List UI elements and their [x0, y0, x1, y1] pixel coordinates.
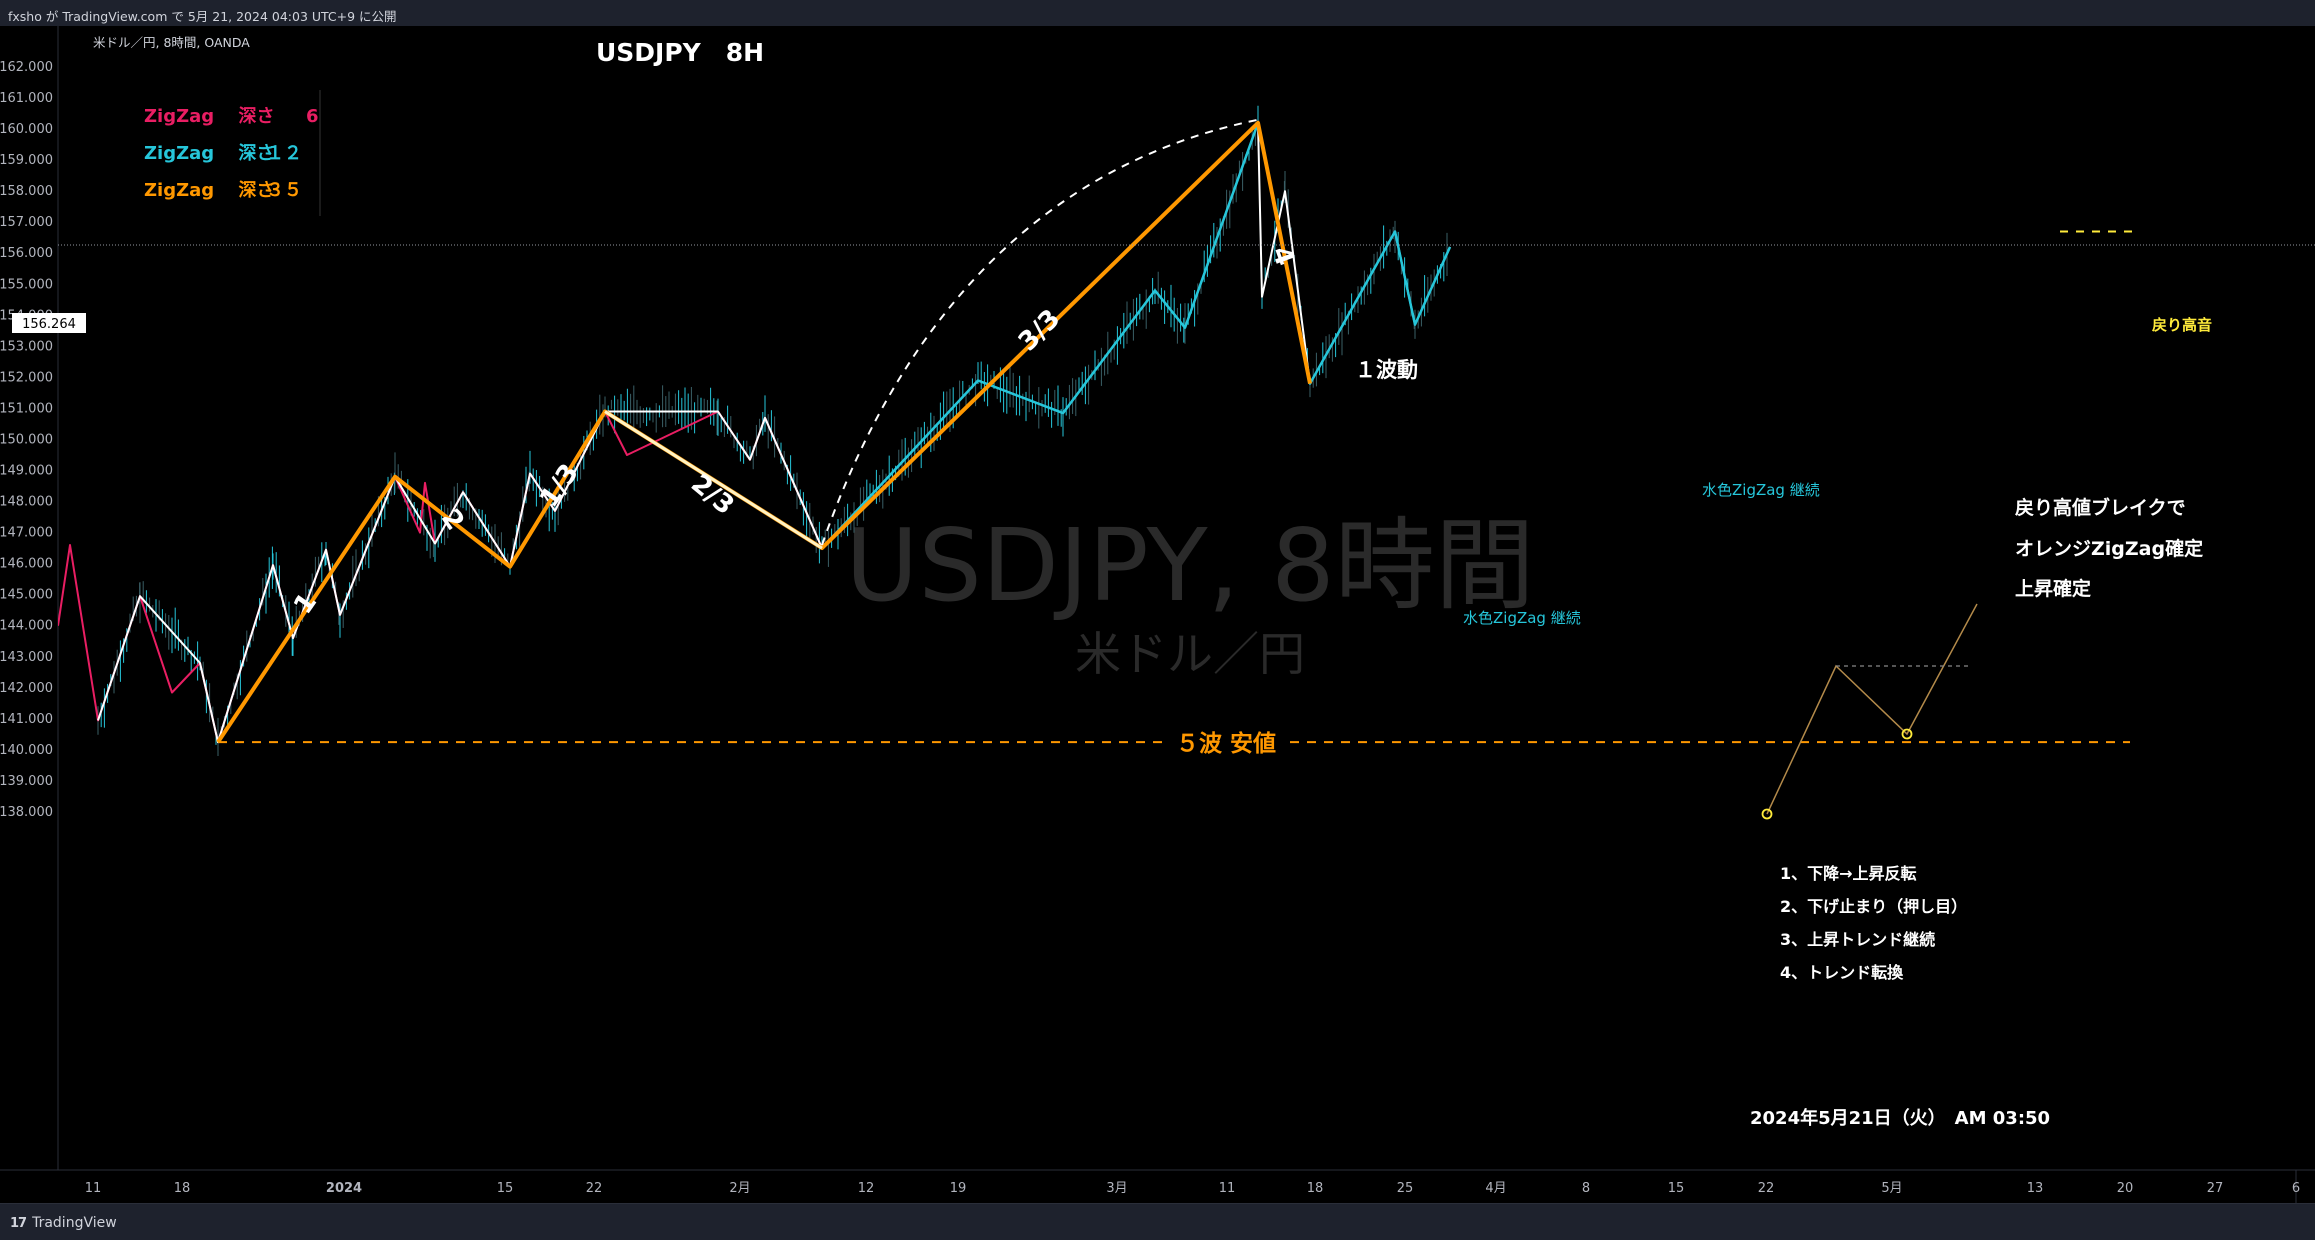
tradingview-logo[interactable]: 17 TradingView — [10, 1215, 117, 1231]
wave1-arc — [821, 118, 1259, 546]
current-price-label: 156.264 — [22, 317, 76, 332]
zigzag-35-line — [216, 120, 1312, 744]
legend-label: ZigZag — [144, 106, 214, 127]
wave5-low-label: ５波 安値 — [1176, 730, 1276, 757]
x-tick-label: 15 — [497, 1181, 514, 1196]
y-tick-label: 155.000 — [0, 277, 53, 292]
schematic-line — [1766, 603, 1978, 815]
x-tick-label: 5月 — [1881, 1181, 1902, 1196]
y-tick-label: 147.000 — [0, 526, 53, 541]
cyan-continue-label-2: 水色ZigZag 継続 — [1702, 481, 1820, 499]
legend-depth-label: 深さ — [238, 142, 274, 164]
x-tick-label: 8 — [1582, 1181, 1590, 1196]
x-tick-label: 11 — [85, 1181, 102, 1196]
break-note-2: オレンジZigZag確定 — [2015, 537, 2203, 560]
legend-zigzag-35: ZigZag 深さ ３５ — [144, 179, 302, 201]
legend-depth: ３５ — [266, 180, 302, 201]
legend-zigzag-12: ZigZag 深さ １２ — [144, 142, 302, 164]
x-tick-label: 4月 — [1485, 1181, 1506, 1196]
datetime-label: 2024年5月21日（火） AM 03:50 — [1750, 1107, 2050, 1129]
x-tick-label: 12 — [858, 1181, 875, 1196]
symbol-info: 米ドル／円, 8時間, OANDA — [93, 35, 250, 50]
publish-bar: fxsho が TradingView.com で 5月 21, 2024 04… — [0, 0, 2315, 26]
x-tick-label: 22 — [586, 1181, 603, 1196]
y-tick-label: 162.000 — [0, 60, 53, 75]
x-tick-label: 3月 — [1106, 1181, 1127, 1196]
x-tick-label: 18 — [1307, 1181, 1324, 1196]
wave-2-3-line — [604, 410, 823, 550]
x-tick-label: 13 — [2027, 1181, 2044, 1196]
legend-label: ZigZag — [144, 180, 214, 201]
wave1-label: １波動 — [1355, 358, 1418, 382]
return-high-label: 戻り高音 — [2151, 316, 2212, 334]
x-tick-label: 6 — [2292, 1181, 2300, 1196]
x-tick-label: 15 — [1668, 1181, 1685, 1196]
schematic-point — [1901, 728, 1913, 740]
white-zigzag-line — [97, 121, 1451, 744]
y-tick-label: 153.000 — [0, 339, 53, 354]
y-tick-label: 156.000 — [0, 246, 53, 261]
chart[interactable]: 162.000 161.000 160.000 159.000 158.000 157.0… — [0, 26, 2315, 1203]
legend-zigzag-6: ZigZag 深さ 6 — [144, 105, 319, 127]
y-tick-label: 151.000 — [0, 401, 53, 416]
step-2: 2、下げ止まり（押し目） — [1780, 897, 1967, 916]
break-note-3: 上昇確定 — [2015, 577, 2091, 600]
y-tick-label: 144.000 — [0, 619, 53, 634]
legend-label: ZigZag — [144, 143, 214, 164]
legend-depth: １２ — [266, 143, 302, 164]
x-tick-label: 2024 — [326, 1181, 362, 1196]
y-tick-label: 143.000 — [0, 650, 53, 665]
y-tick-label: 148.000 — [0, 495, 53, 510]
y-tick-label: 142.000 — [0, 681, 53, 696]
current-price-box — [12, 313, 86, 333]
y-tick-label: 157.000 — [0, 215, 53, 230]
zigzag-legend: ZigZag 深さ 6 ZigZag 深さ １２ ZigZag 深さ ３５ — [144, 90, 321, 216]
footer-bar: 17 TradingView — [0, 1203, 2315, 1240]
x-tick-label: 19 — [950, 1181, 967, 1196]
y-tick-label: 150.000 — [0, 432, 53, 447]
zigzag-12-line — [821, 121, 1452, 549]
break-note-1: 戻り高値ブレイクで — [2015, 496, 2186, 519]
legend-depth-label: 深さ — [238, 179, 274, 201]
cyan-continue-label-1: 水色ZigZag 継続 — [1463, 609, 1581, 627]
legend-depth-label: 深さ — [238, 105, 274, 127]
x-tick-label: 18 — [174, 1181, 191, 1196]
x-tick-label: 22 — [1758, 1181, 1775, 1196]
x-tick-label: 20 — [2117, 1181, 2134, 1196]
x-tick-label: 2月 — [729, 1181, 750, 1196]
y-tick-label: 159.000 — [0, 153, 53, 168]
step-4: 4、トレンド転換 — [1780, 963, 1904, 982]
x-tick-label: 27 — [2207, 1181, 2224, 1196]
y-tick-label: 145.000 — [0, 588, 53, 603]
watermark: USDJPY, 8時間 — [845, 507, 1535, 624]
y-tick-label: 161.000 — [0, 91, 53, 106]
y-tick-label: 141.000 — [0, 712, 53, 727]
y-tick-label: 152.000 — [0, 370, 53, 385]
y-tick-label: 158.000 — [0, 184, 53, 199]
step-1: 1、下降→上昇反転 — [1780, 864, 1917, 883]
zigzag-6-line — [58, 410, 823, 744]
schematic-point — [1761, 808, 1773, 820]
x-tick-label: 25 — [1397, 1181, 1414, 1196]
x-tick-label: 11 — [1219, 1181, 1236, 1196]
zigzag-lines — [58, 120, 1452, 744]
publish-text: fxsho が TradingView.com で 5月 21, 2024 04… — [8, 9, 397, 24]
y-tick-label: 139.000 — [0, 774, 53, 789]
tradingview-logo-text: TradingView — [32, 1215, 117, 1231]
y-tick-label: 146.000 — [0, 557, 53, 572]
y-axis: 162.000 161.000 160.000 159.000 158.000 157.0… — [0, 60, 53, 820]
legend-depth: 6 — [306, 106, 319, 127]
y-tick-label: 160.000 — [0, 122, 53, 137]
x-axis: 11 18 2024 15 22 2月 12 19 3月 11 18 25 4月 8 15 22 5月 13 20 2… — [85, 1181, 2300, 1196]
tradingview-logo-icon: 17 — [10, 1215, 27, 1231]
y-tick-label: 149.000 — [0, 464, 53, 479]
watermark-sub: 米ドル／円 — [1075, 627, 1305, 681]
chart-title: USDJPY 8H — [596, 38, 764, 67]
y-tick-label: 140.000 — [0, 743, 53, 758]
y-tick-label: 138.000 — [0, 805, 53, 820]
step-3: 3、上昇トレンド継続 — [1780, 930, 1935, 949]
